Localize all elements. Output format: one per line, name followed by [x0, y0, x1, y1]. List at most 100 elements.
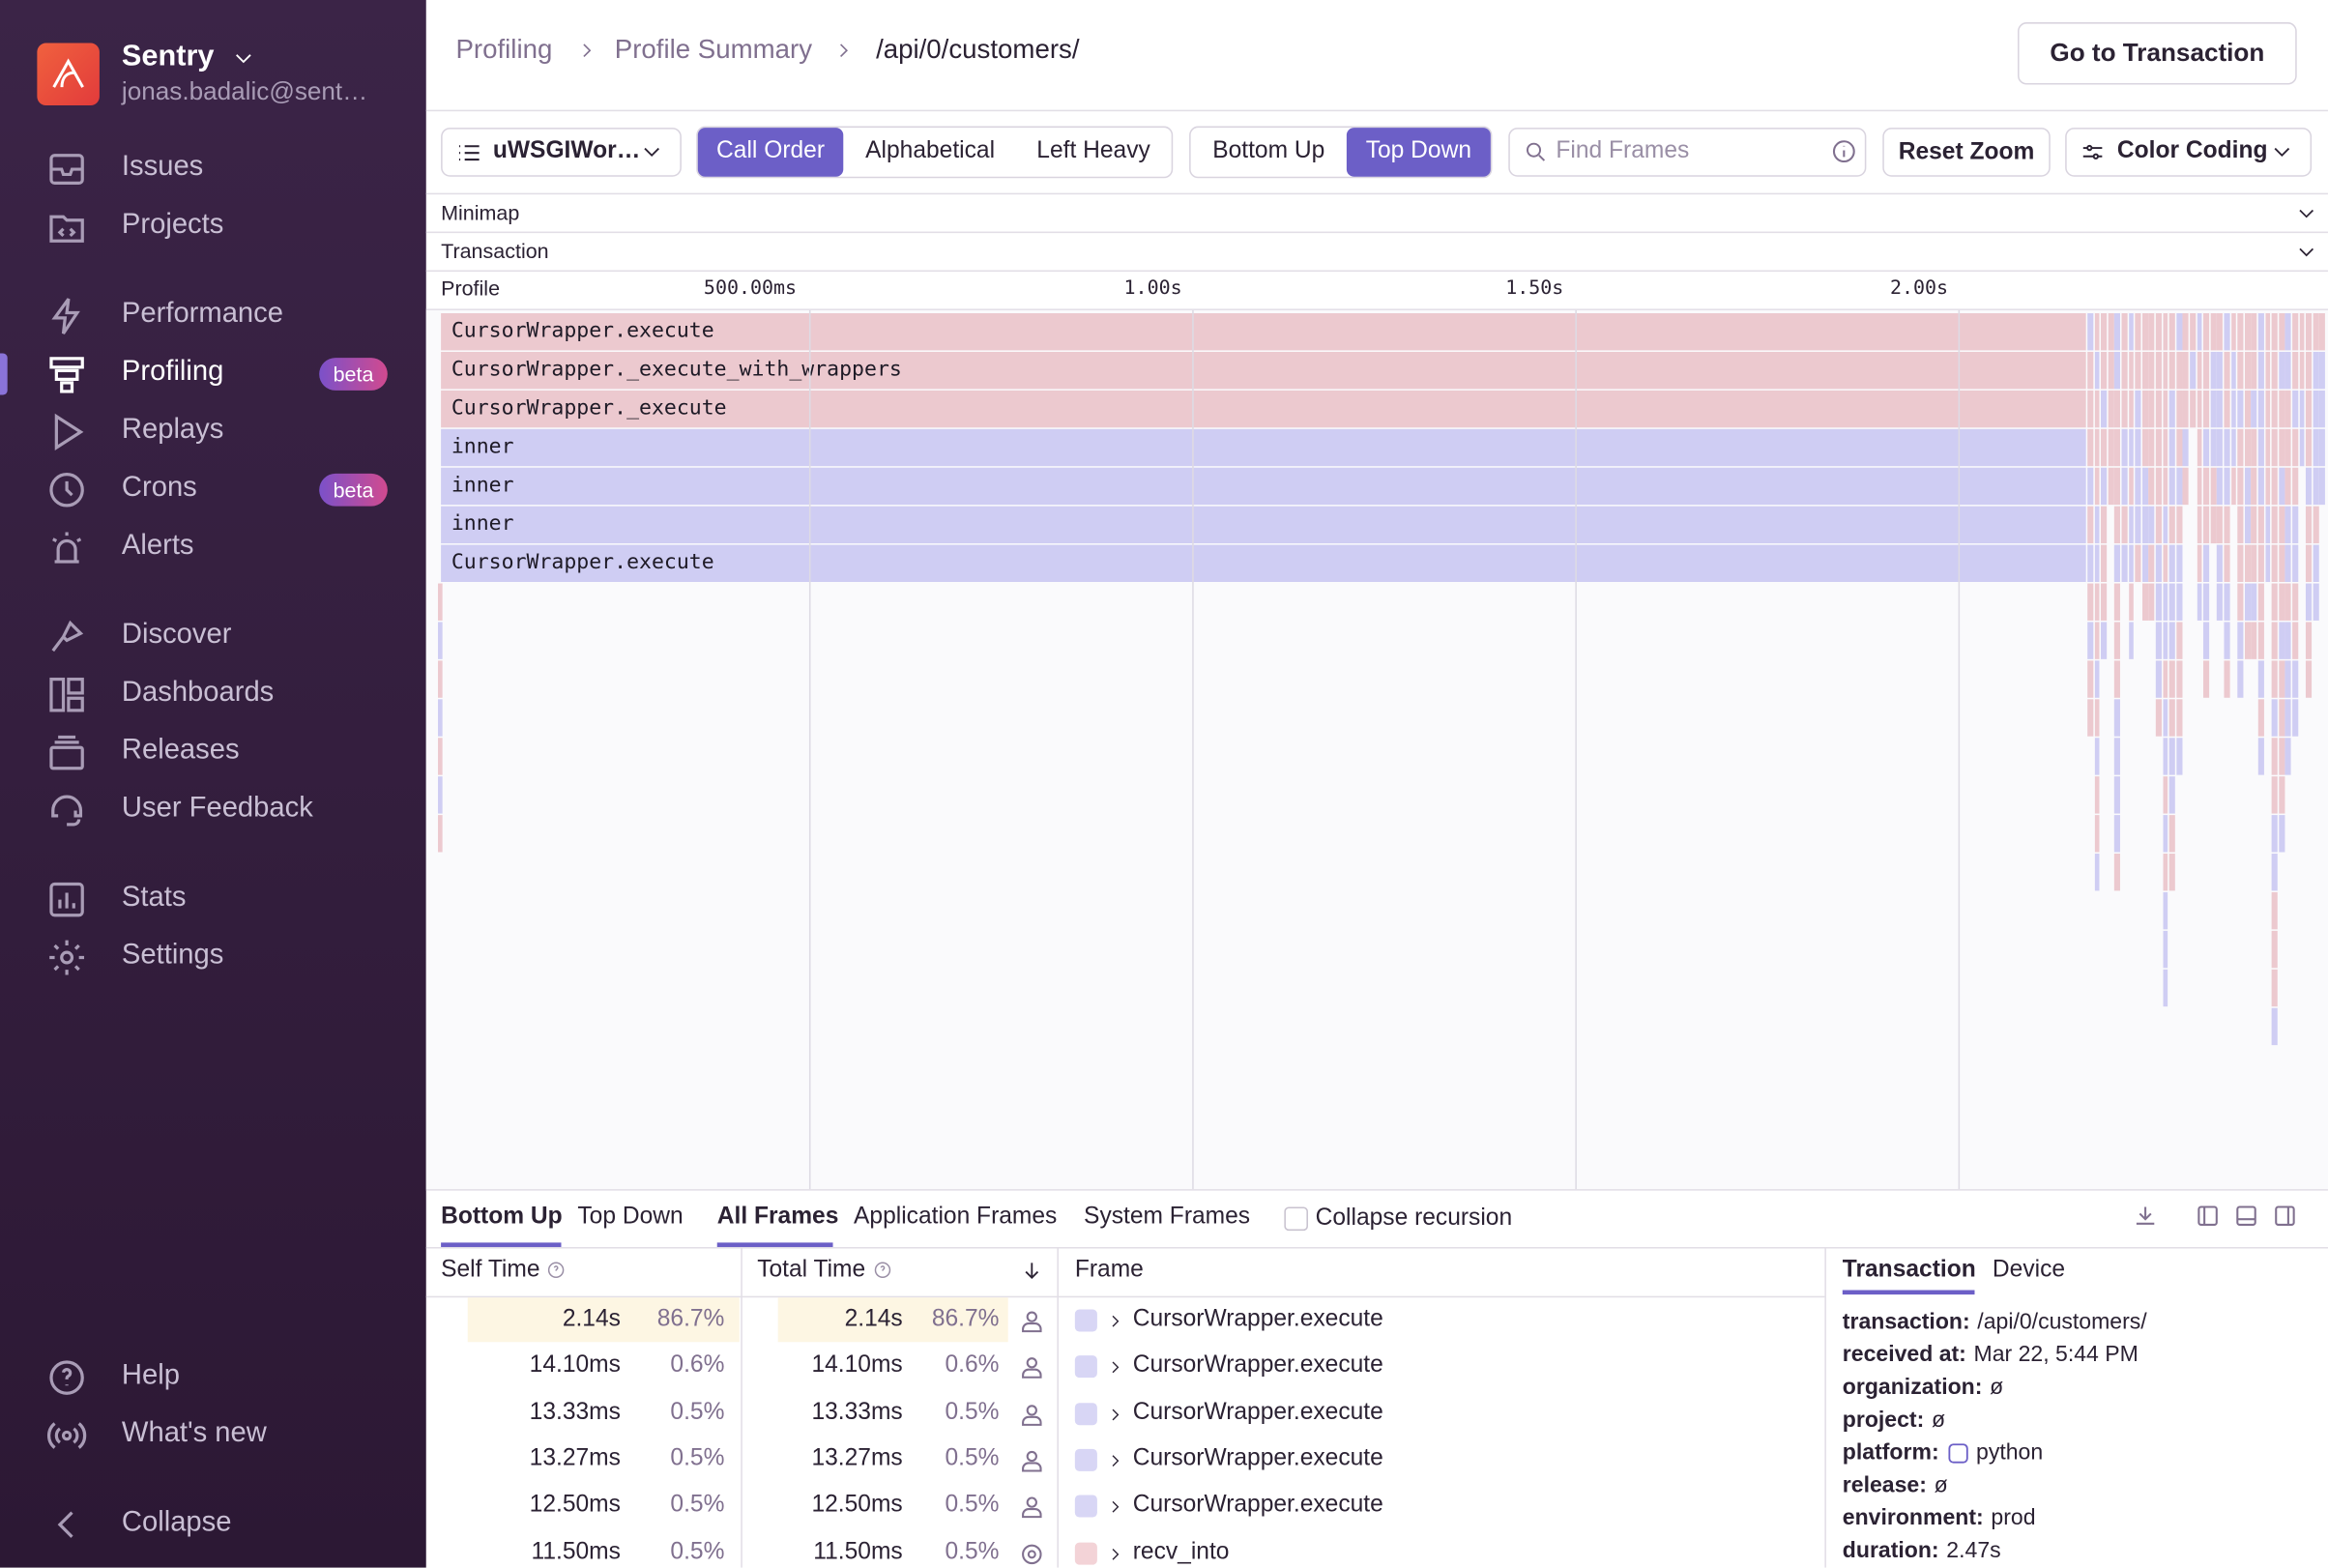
- nav-item[interactable]: Projects: [121, 209, 224, 241]
- toolbar-button[interactable]: Call Order: [697, 128, 844, 177]
- nav-item[interactable]: Issues: [121, 151, 204, 183]
- column-header[interactable]: Total Time: [757, 1257, 866, 1283]
- checkbox[interactable]: [1284, 1206, 1308, 1232]
- flame-frame[interactable]: inner: [441, 428, 2086, 467]
- column-header[interactable]: Frame: [1074, 1257, 1144, 1283]
- nav-icon: [46, 469, 88, 510]
- flame-sliver: [2087, 313, 2094, 351]
- search-placeholder[interactable]: Find Frames: [1556, 137, 1690, 163]
- panel-tab[interactable]: Bottom Up: [441, 1204, 563, 1230]
- footer-item[interactable]: Help: [121, 1359, 180, 1391]
- flame-sliver: [2271, 1007, 2278, 1046]
- flame-frame[interactable]: inner: [441, 467, 2086, 506]
- footer-item[interactable]: What's new: [121, 1417, 267, 1449]
- breadcrumb-sep: [833, 40, 854, 60]
- nav-icon: [46, 149, 88, 190]
- frame-name[interactable]: CursorWrapper.execute: [1132, 1352, 1383, 1379]
- panel-tab[interactable]: All Frames: [716, 1204, 839, 1230]
- flame-sliver: [438, 738, 443, 775]
- flame-sliver: [2101, 583, 2108, 621]
- nav-item[interactable]: Releases: [121, 735, 240, 767]
- color-coding[interactable]: Color Coding: [2116, 137, 2268, 163]
- toolbar-button[interactable]: Top Down: [1346, 128, 1491, 177]
- nav-item[interactable]: Discover: [121, 619, 232, 651]
- flame-frame[interactable]: CursorWrapper.execute: [441, 313, 2086, 351]
- flame-sliver: [2271, 622, 2278, 659]
- breadcrumb[interactable]: Profile Summary: [614, 34, 813, 65]
- flame-sliver: [2087, 622, 2094, 659]
- org-name[interactable]: Sentry: [121, 40, 215, 73]
- frame-name[interactable]: recv_into: [1132, 1538, 1230, 1564]
- column-header[interactable]: Self Time: [441, 1257, 540, 1283]
- flame-sliver: [2101, 390, 2108, 428]
- timeline-tick: 1.50s: [1505, 277, 1564, 301]
- flame-sliver: [2299, 351, 2306, 390]
- nav-item[interactable]: Dashboards: [121, 677, 275, 709]
- expand-chevron: [1106, 1404, 1123, 1421]
- toolbar-button[interactable]: Alphabetical: [865, 137, 996, 163]
- flame-sliver: [2114, 776, 2121, 814]
- nav-item[interactable]: Settings: [121, 940, 224, 972]
- flame-sliver: [2168, 583, 2175, 621]
- breadcrumb[interactable]: Profiling: [455, 34, 553, 65]
- section-header[interactable]: Transaction: [441, 239, 549, 263]
- section-header[interactable]: Minimap: [441, 200, 520, 224]
- self-pct: 0.5%: [670, 1538, 725, 1564]
- self-pct: 0.5%: [670, 1399, 725, 1425]
- panel-tab[interactable]: System Frames: [1084, 1204, 1251, 1230]
- flame-sliver: [2299, 428, 2306, 467]
- flame-sliver: [2285, 544, 2291, 582]
- nav-item[interactable]: Performance: [121, 298, 283, 330]
- flame-sliver: [2155, 622, 2162, 659]
- flame-sliver: [2285, 313, 2291, 351]
- frame-name[interactable]: CursorWrapper.execute: [1132, 1306, 1383, 1332]
- nav-item[interactable]: Replays: [121, 414, 224, 446]
- footer-item[interactable]: Collapse: [121, 1506, 232, 1538]
- collapse-recursion[interactable]: Collapse recursion: [1315, 1205, 1513, 1232]
- panel-tab[interactable]: Top Down: [577, 1204, 684, 1230]
- flame-frame[interactable]: inner: [441, 506, 2086, 544]
- nav-item[interactable]: User Feedback: [121, 793, 313, 825]
- frame-name[interactable]: CursorWrapper.execute: [1132, 1492, 1383, 1518]
- flame-sliver: [2094, 815, 2101, 853]
- frame-name[interactable]: CursorWrapper.execute: [1132, 1399, 1383, 1425]
- reset-zoom[interactable]: Reset Zoom: [1882, 128, 2051, 177]
- nav-item[interactable]: Alerts: [121, 530, 194, 562]
- flame-frame[interactable]: CursorWrapper._execute: [441, 390, 2086, 428]
- flame-sliver: [2087, 506, 2094, 544]
- total-pct: 0.5%: [945, 1492, 1000, 1518]
- flame-sliver: [2128, 467, 2135, 506]
- chevron: [2270, 139, 2294, 163]
- details-tab[interactable]: Device: [1992, 1257, 2066, 1283]
- flame-sliver: [2278, 544, 2284, 582]
- flame-frame[interactable]: CursorWrapper.execute: [441, 544, 2086, 582]
- thread-select[interactable]: uWSGIWor…: [492, 137, 641, 163]
- toolbar-button[interactable]: Left Heavy: [1036, 137, 1150, 163]
- nav-item[interactable]: Crons: [121, 472, 197, 504]
- flame-sliver: [2183, 351, 2189, 390]
- col-divider: [1824, 1246, 1826, 1568]
- flame-sliver: [2114, 467, 2121, 506]
- self-pct: 0.5%: [670, 1492, 725, 1518]
- frame-name[interactable]: CursorWrapper.execute: [1132, 1445, 1383, 1471]
- logo-mark: [49, 55, 88, 94]
- toolbar-button[interactable]: Bottom Up: [1212, 137, 1325, 163]
- flame-sliver: [2162, 544, 2168, 582]
- details-tab[interactable]: Transaction: [1842, 1257, 1976, 1283]
- flame-sliver: [2155, 390, 2162, 428]
- panel-tab[interactable]: Application Frames: [854, 1204, 1058, 1230]
- flame-sliver: [2306, 544, 2313, 582]
- go-to-transaction[interactable]: Go to Transaction: [2018, 22, 2297, 85]
- nav-item[interactable]: Stats: [121, 882, 187, 914]
- flame-frame[interactable]: CursorWrapper._execute_with_wrappers: [441, 351, 2086, 390]
- nav-item[interactable]: Profiling: [121, 356, 224, 388]
- flame-sliver: [2128, 390, 2135, 428]
- flame-sliver: [2257, 583, 2264, 621]
- flame-sliver: [2319, 313, 2326, 351]
- icon-svg: [1022, 1311, 1042, 1333]
- icon-svg: [1022, 1404, 1042, 1426]
- icon-svg: [54, 413, 84, 450]
- timeline-tick: 500.00ms: [703, 277, 798, 301]
- flame-sliver: [2278, 583, 2284, 621]
- flame-sliver: [2271, 351, 2278, 390]
